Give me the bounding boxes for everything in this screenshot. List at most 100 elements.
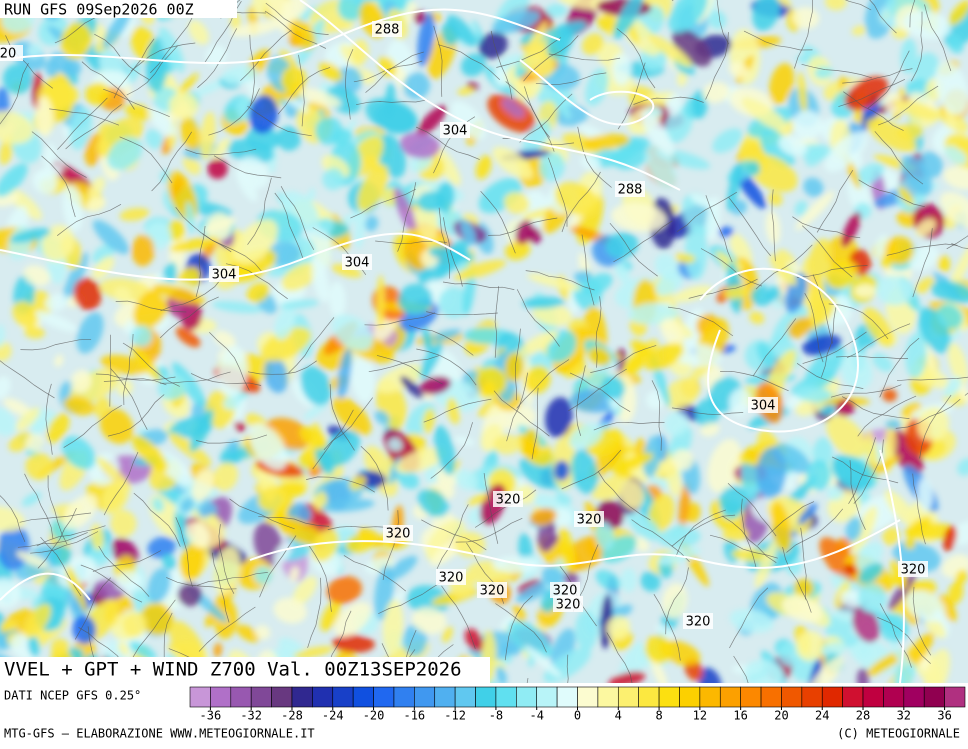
field-blob [912,52,939,82]
field-blob [441,21,459,46]
streamline [490,30,513,100]
streamline [483,473,499,544]
field-blob [51,638,70,657]
streamline [345,48,354,120]
streamline [495,603,547,653]
field-blob [856,642,872,658]
streamline [306,476,375,493]
field-blob [882,388,898,402]
field-blob [597,14,619,33]
field-blob [938,594,957,622]
map-title: VVEL + GPT + WIND Z700 Val. 00Z13SEP2026 [4,659,462,681]
field-blob [0,163,28,197]
streamline [247,105,312,137]
contour-line [0,8,561,65]
field-blob [170,236,220,252]
contour-label: 320 [556,598,581,613]
field-blob [942,525,957,552]
field-blob [660,317,684,346]
streamline [676,191,737,232]
field-blob [92,220,130,255]
field-blob [413,10,426,24]
contour-line [519,59,655,126]
streamline [240,29,292,81]
field-blob [585,68,609,107]
field-blob [318,217,334,233]
colorbar-swatch [577,686,599,708]
field-blob [835,399,856,417]
streamline [842,68,913,84]
field-blob [185,201,195,235]
colorbar-tick-label: 4 [615,709,622,723]
field-blob [230,20,281,37]
field-blob [322,167,345,191]
contour-label: 304 [345,256,370,271]
streamline [651,380,662,451]
streamline [531,387,539,460]
streamline [924,4,952,72]
streamline [569,372,631,413]
streamline [122,342,180,387]
field-blob [147,567,171,604]
streamline [896,376,968,382]
streamline [378,581,443,615]
field-blob [580,154,601,171]
colorbar-swatch [944,686,966,708]
streamline [65,104,122,150]
streamline [329,384,355,451]
field-blob [923,648,951,683]
streamline [41,155,76,218]
streamline [115,300,187,313]
streamline [616,28,656,89]
field-blob [86,196,106,212]
colorbar-tick-label: 8 [655,709,662,723]
field-blob [233,219,278,265]
streamline [323,397,373,451]
streamline [107,394,165,437]
field-blob [248,94,279,134]
field-blob [395,468,420,489]
streamline [675,509,727,558]
field-blob [892,663,916,683]
field-blob [844,564,857,576]
field-blob [131,434,168,472]
streamline [853,439,884,504]
field-blob [851,506,878,553]
field-blob [503,192,530,215]
field-blob [646,390,666,410]
streamline [160,371,231,384]
field-blob [162,553,176,571]
contour-label: 320 [577,513,602,528]
field-blob [614,262,631,284]
streamline [488,217,558,236]
streamline [19,512,92,523]
streamline [801,63,873,79]
field-blob [794,200,808,216]
colorbar-tick-label: 20 [774,709,788,723]
field-blob [853,284,876,298]
field-blob [854,162,885,186]
field-blob [434,425,456,476]
streamline [722,515,777,563]
field-blob [522,120,551,155]
streamline [504,595,533,661]
contour-label-bg [748,397,778,413]
streamline [353,60,423,83]
field-blob [943,376,962,398]
field-blob [464,628,484,652]
field-blob [388,437,403,452]
field-blob [948,240,968,290]
streamline [98,545,150,597]
field-blob [453,436,475,446]
streamline [609,222,658,277]
field-blob [672,285,713,303]
field-blob [246,282,270,303]
field-blob [16,551,50,569]
streamline [150,15,194,74]
field-blob [432,145,461,186]
field-blob [644,343,684,371]
field-blob [73,277,102,311]
field-blob [522,429,539,461]
field-blob [508,620,553,659]
